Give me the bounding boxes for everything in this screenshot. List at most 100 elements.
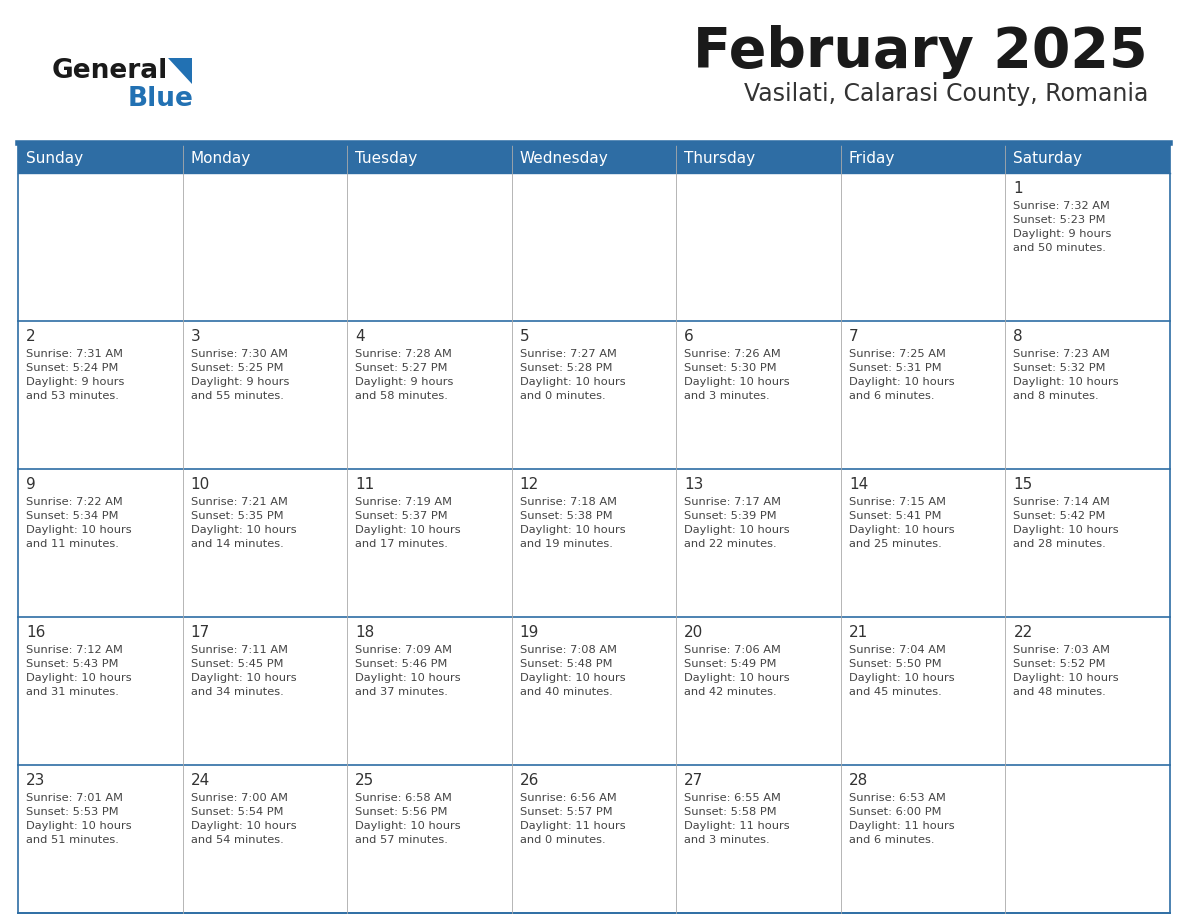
Text: Daylight: 10 hours: Daylight: 10 hours bbox=[1013, 673, 1119, 683]
Text: Thursday: Thursday bbox=[684, 151, 756, 165]
Bar bbox=[183, 321, 347, 469]
Text: 7: 7 bbox=[849, 329, 859, 344]
Text: Daylight: 10 hours: Daylight: 10 hours bbox=[519, 673, 625, 683]
Text: Sunrise: 7:19 AM: Sunrise: 7:19 AM bbox=[355, 497, 453, 507]
Text: 24: 24 bbox=[190, 773, 210, 788]
Text: Sunrise: 7:32 AM: Sunrise: 7:32 AM bbox=[1013, 201, 1111, 211]
Text: Daylight: 10 hours: Daylight: 10 hours bbox=[684, 673, 790, 683]
Text: 10: 10 bbox=[190, 477, 210, 492]
Bar bbox=[18, 469, 183, 617]
Text: Sunday: Sunday bbox=[26, 151, 83, 165]
Bar bbox=[1005, 765, 1170, 913]
Text: Sunrise: 7:11 AM: Sunrise: 7:11 AM bbox=[190, 645, 287, 655]
Text: and 57 minutes.: and 57 minutes. bbox=[355, 835, 448, 845]
Text: 2: 2 bbox=[26, 329, 36, 344]
Text: Sunrise: 6:56 AM: Sunrise: 6:56 AM bbox=[519, 793, 617, 803]
Text: Daylight: 9 hours: Daylight: 9 hours bbox=[1013, 229, 1112, 239]
Text: Daylight: 9 hours: Daylight: 9 hours bbox=[355, 377, 454, 387]
Text: Sunrise: 7:31 AM: Sunrise: 7:31 AM bbox=[26, 349, 124, 359]
Text: Sunset: 5:32 PM: Sunset: 5:32 PM bbox=[1013, 363, 1106, 373]
Text: Sunrise: 7:28 AM: Sunrise: 7:28 AM bbox=[355, 349, 451, 359]
Text: Sunrise: 7:18 AM: Sunrise: 7:18 AM bbox=[519, 497, 617, 507]
Text: Daylight: 9 hours: Daylight: 9 hours bbox=[190, 377, 289, 387]
Text: and 3 minutes.: and 3 minutes. bbox=[684, 391, 770, 401]
Bar bbox=[841, 765, 1005, 913]
Text: Daylight: 10 hours: Daylight: 10 hours bbox=[519, 525, 625, 535]
Text: 23: 23 bbox=[26, 773, 45, 788]
Bar bbox=[18, 617, 183, 765]
Text: and 51 minutes.: and 51 minutes. bbox=[26, 835, 119, 845]
Text: Sunrise: 7:22 AM: Sunrise: 7:22 AM bbox=[26, 497, 122, 507]
Text: Sunset: 5:35 PM: Sunset: 5:35 PM bbox=[190, 511, 283, 521]
Text: and 55 minutes.: and 55 minutes. bbox=[190, 391, 284, 401]
Bar bbox=[183, 617, 347, 765]
Text: 16: 16 bbox=[26, 625, 45, 640]
Text: 25: 25 bbox=[355, 773, 374, 788]
Bar bbox=[183, 765, 347, 913]
Text: Daylight: 10 hours: Daylight: 10 hours bbox=[519, 377, 625, 387]
Text: 22: 22 bbox=[1013, 625, 1032, 640]
Text: 15: 15 bbox=[1013, 477, 1032, 492]
Text: Sunset: 5:52 PM: Sunset: 5:52 PM bbox=[1013, 659, 1106, 669]
Text: and 3 minutes.: and 3 minutes. bbox=[684, 835, 770, 845]
Text: 13: 13 bbox=[684, 477, 703, 492]
Text: Sunset: 5:58 PM: Sunset: 5:58 PM bbox=[684, 807, 777, 817]
Bar bbox=[18, 321, 183, 469]
Text: Sunrise: 7:30 AM: Sunrise: 7:30 AM bbox=[190, 349, 287, 359]
Text: Daylight: 10 hours: Daylight: 10 hours bbox=[26, 525, 132, 535]
Text: and 50 minutes.: and 50 minutes. bbox=[1013, 243, 1106, 253]
Text: Sunrise: 7:14 AM: Sunrise: 7:14 AM bbox=[1013, 497, 1111, 507]
Text: Daylight: 10 hours: Daylight: 10 hours bbox=[355, 525, 461, 535]
Text: 5: 5 bbox=[519, 329, 530, 344]
Text: and 22 minutes.: and 22 minutes. bbox=[684, 539, 777, 549]
Text: 1: 1 bbox=[1013, 181, 1023, 196]
Text: Daylight: 10 hours: Daylight: 10 hours bbox=[684, 377, 790, 387]
Bar bbox=[1005, 469, 1170, 617]
Text: 27: 27 bbox=[684, 773, 703, 788]
Text: Daylight: 10 hours: Daylight: 10 hours bbox=[849, 673, 954, 683]
Bar bbox=[512, 321, 676, 469]
Text: Daylight: 10 hours: Daylight: 10 hours bbox=[190, 821, 296, 831]
Text: and 25 minutes.: and 25 minutes. bbox=[849, 539, 942, 549]
Text: Daylight: 10 hours: Daylight: 10 hours bbox=[355, 821, 461, 831]
Text: Sunrise: 7:27 AM: Sunrise: 7:27 AM bbox=[519, 349, 617, 359]
Text: and 0 minutes.: and 0 minutes. bbox=[519, 391, 606, 401]
Bar bbox=[512, 617, 676, 765]
Text: 17: 17 bbox=[190, 625, 210, 640]
Text: Sunrise: 7:12 AM: Sunrise: 7:12 AM bbox=[26, 645, 122, 655]
Bar bbox=[841, 173, 1005, 321]
Text: Daylight: 10 hours: Daylight: 10 hours bbox=[190, 525, 296, 535]
Text: Daylight: 10 hours: Daylight: 10 hours bbox=[190, 673, 296, 683]
Text: and 58 minutes.: and 58 minutes. bbox=[355, 391, 448, 401]
Bar bbox=[1005, 321, 1170, 469]
Text: Sunset: 5:25 PM: Sunset: 5:25 PM bbox=[190, 363, 283, 373]
Text: Sunset: 5:54 PM: Sunset: 5:54 PM bbox=[190, 807, 283, 817]
Text: Sunrise: 7:17 AM: Sunrise: 7:17 AM bbox=[684, 497, 782, 507]
Text: Daylight: 11 hours: Daylight: 11 hours bbox=[684, 821, 790, 831]
Text: and 37 minutes.: and 37 minutes. bbox=[355, 687, 448, 697]
Text: 21: 21 bbox=[849, 625, 868, 640]
Text: and 6 minutes.: and 6 minutes. bbox=[849, 391, 934, 401]
Text: February 2025: February 2025 bbox=[694, 25, 1148, 79]
Text: Sunset: 5:43 PM: Sunset: 5:43 PM bbox=[26, 659, 119, 669]
Text: and 53 minutes.: and 53 minutes. bbox=[26, 391, 119, 401]
Text: Sunset: 5:57 PM: Sunset: 5:57 PM bbox=[519, 807, 612, 817]
Text: and 8 minutes.: and 8 minutes. bbox=[1013, 391, 1099, 401]
Text: 6: 6 bbox=[684, 329, 694, 344]
Text: 9: 9 bbox=[26, 477, 36, 492]
Text: 14: 14 bbox=[849, 477, 868, 492]
Text: Daylight: 10 hours: Daylight: 10 hours bbox=[1013, 525, 1119, 535]
Bar bbox=[676, 617, 841, 765]
Text: and 40 minutes.: and 40 minutes. bbox=[519, 687, 613, 697]
Bar bbox=[347, 617, 512, 765]
Text: Daylight: 9 hours: Daylight: 9 hours bbox=[26, 377, 125, 387]
Text: Daylight: 10 hours: Daylight: 10 hours bbox=[26, 821, 132, 831]
Text: and 34 minutes.: and 34 minutes. bbox=[190, 687, 283, 697]
Text: and 17 minutes.: and 17 minutes. bbox=[355, 539, 448, 549]
Bar bbox=[841, 469, 1005, 617]
Text: Sunrise: 7:08 AM: Sunrise: 7:08 AM bbox=[519, 645, 617, 655]
Bar bbox=[676, 321, 841, 469]
Text: Friday: Friday bbox=[849, 151, 896, 165]
Text: Sunset: 5:42 PM: Sunset: 5:42 PM bbox=[1013, 511, 1106, 521]
Text: and 6 minutes.: and 6 minutes. bbox=[849, 835, 934, 845]
